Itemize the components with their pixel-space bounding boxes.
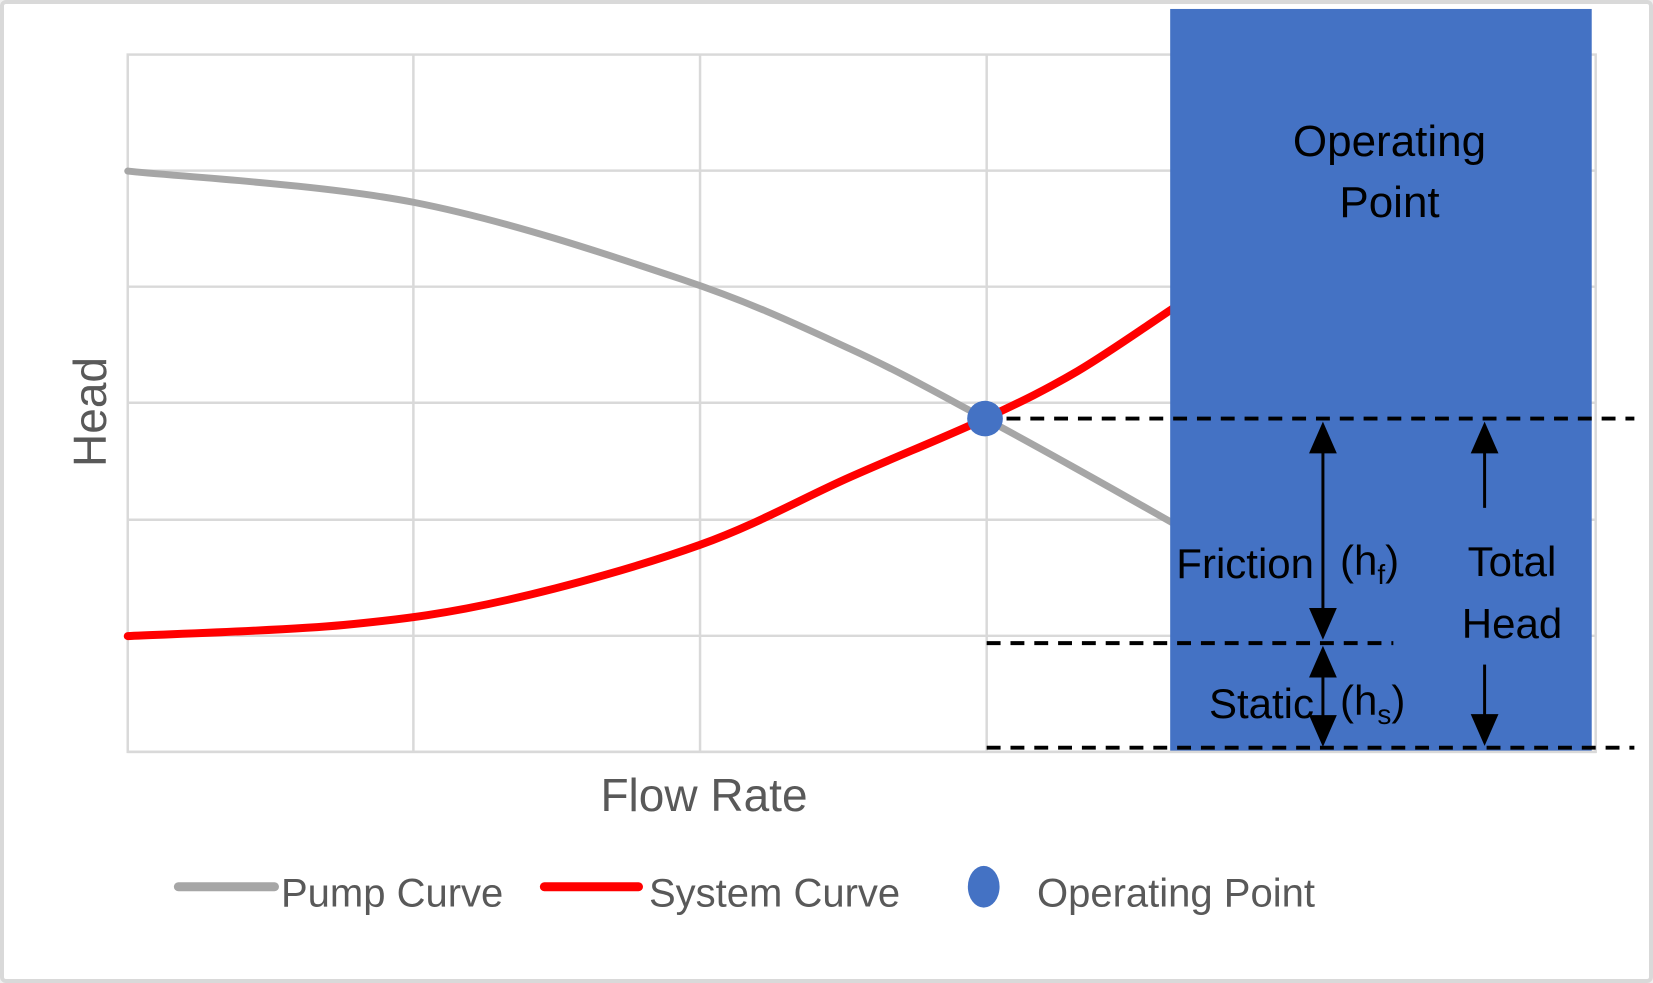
legend-label-system-curve: System Curve — [649, 871, 901, 916]
system-curve — [123, 304, 1177, 641]
total-head-bottom-arrow — [1470, 664, 1499, 746]
legend-label-pump-curve: Pump Curve — [281, 871, 504, 916]
total-head-label-line2: Head — [1461, 600, 1563, 647]
static-arrow — [1309, 645, 1337, 747]
operating-point-box-label-line1: Operating — [1292, 117, 1487, 166]
static-symbol: (hs) — [1340, 677, 1406, 730]
pump-curve — [124, 167, 1177, 527]
operating-point-marker — [967, 400, 1003, 437]
operating-point-box-label: Operating Point — [1177, 111, 1602, 233]
legend-label-operating-point: Operating Point — [1037, 871, 1315, 916]
static-word: Static — [1208, 680, 1314, 727]
friction-arrow — [1309, 421, 1337, 640]
operating-point-box-label-line2: Point — [1339, 178, 1440, 227]
total-head-label-line1: Total — [1467, 538, 1557, 585]
friction-word: Friction — [1176, 540, 1314, 587]
x-axis-title: Flow Rate — [600, 769, 808, 821]
total-head-label: Total Head — [1412, 531, 1612, 655]
operating-point-box — [1170, 8, 1592, 752]
y-axis-title: Head — [64, 357, 116, 467]
chart-svg — [123, 8, 1635, 908]
total-head-top-arrow — [1470, 421, 1499, 508]
reference-lines — [986, 416, 1635, 750]
friction-symbol: (hf) — [1340, 537, 1400, 590]
legend-operating-marker — [967, 865, 1000, 908]
